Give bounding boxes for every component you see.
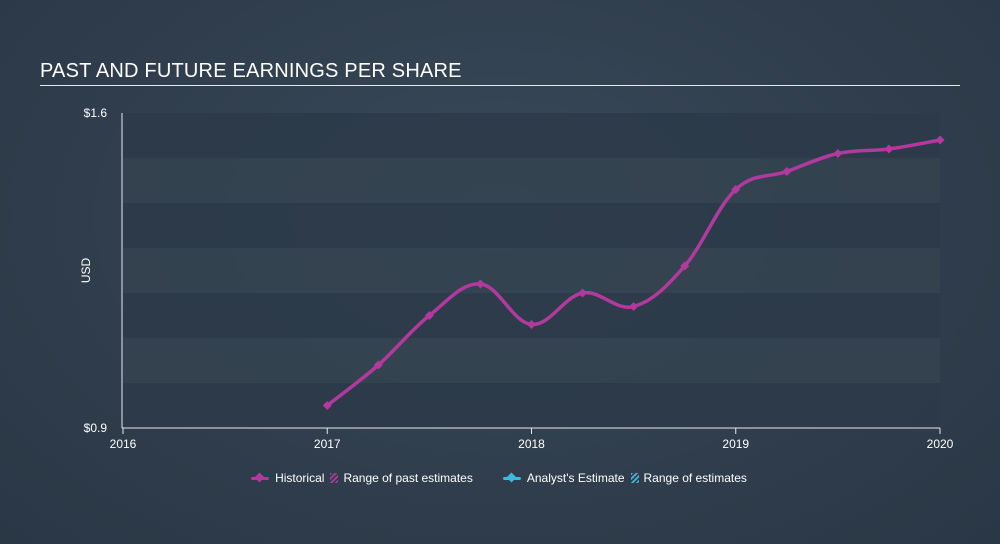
- historical-line-icon: [251, 473, 270, 483]
- x-tick-label: 2017: [314, 437, 341, 451]
- legend-group-future[interactable]: Analyst's Estimate Range of estimates: [502, 471, 749, 485]
- legend-analyst-label: Analyst's Estimate: [526, 471, 625, 485]
- past-range-hatch-icon: [330, 473, 339, 483]
- grid-band: [123, 203, 940, 248]
- legend-range-label: Range of estimates: [643, 471, 747, 485]
- historical-data-point: [578, 288, 588, 298]
- historical-data-point: [475, 279, 485, 289]
- grid-band: [123, 158, 940, 203]
- x-tick-label: 2016: [110, 437, 137, 451]
- y-tick-label: $1.6: [84, 106, 108, 120]
- range-hatch-icon: [630, 473, 639, 483]
- historical-data-point: [629, 302, 639, 311]
- x-tick-label: 2019: [722, 437, 749, 451]
- y-tick-label: $0.9: [84, 421, 108, 435]
- title-divider: [40, 85, 960, 86]
- historical-data-point: [935, 135, 945, 145]
- legend-group-past[interactable]: Historical Range of past estimates: [251, 471, 475, 485]
- analyst-line-icon: [502, 473, 521, 483]
- x-tick-label: 2020: [927, 437, 954, 451]
- legend: Historical Range of past estimates Analy…: [0, 468, 1000, 488]
- chart-title: PAST AND FUTURE EARNINGS PER SHARE: [40, 60, 462, 82]
- historical-data-point: [424, 311, 434, 320]
- historical-data-point: [373, 360, 383, 370]
- historical-data-point: [322, 401, 332, 410]
- x-tick-label: 2018: [518, 437, 545, 451]
- historical-data-point: [833, 149, 843, 158]
- historical-data-point: [731, 185, 741, 194]
- grid-band: [123, 248, 940, 293]
- grid-band: [123, 293, 940, 338]
- historical-data-point: [527, 320, 536, 329]
- historical-data-point: [782, 167, 792, 176]
- grid-band: [123, 383, 940, 428]
- y-axis-label: USD: [79, 258, 93, 284]
- historical-data-point: [884, 144, 894, 154]
- legend-historical-label: Historical: [275, 471, 325, 485]
- historical-data-point: [680, 261, 690, 271]
- grid-band: [123, 338, 940, 383]
- legend-past-range-label: Range of past estimates: [343, 471, 473, 485]
- grid-band: [123, 113, 940, 158]
